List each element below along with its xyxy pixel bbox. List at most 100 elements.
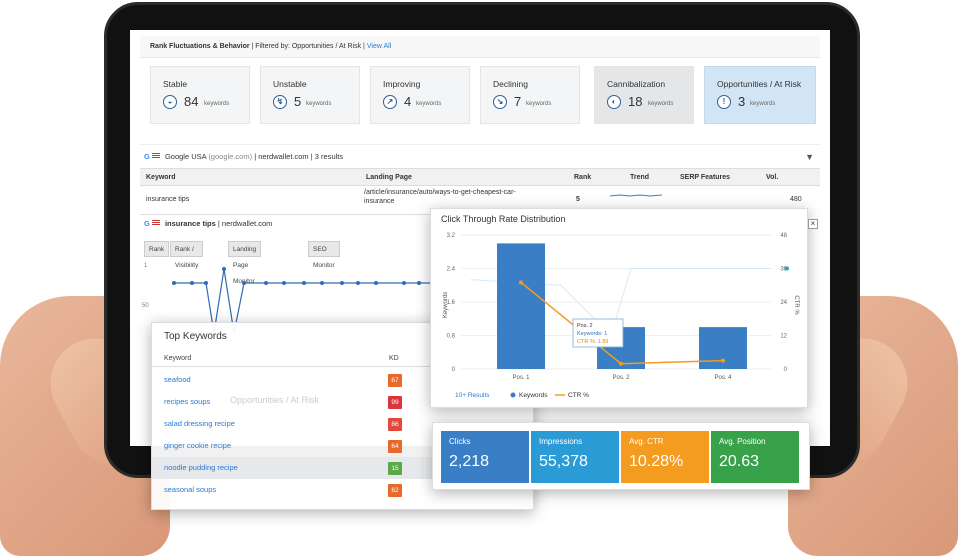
metric-value: 55,378 xyxy=(539,453,588,470)
card-unit: keywords xyxy=(750,101,776,107)
faint-series-point xyxy=(785,266,789,271)
card-stable[interactable]: Stable ◒ 84 keywords xyxy=(150,66,250,124)
list-item[interactable]: seafood 67 xyxy=(152,369,535,391)
tab-rank[interactable]: Rank xyxy=(144,241,170,257)
card-unstable[interactable]: Unstable ↯ 5 keywords xyxy=(260,66,360,124)
kd-badge: 67 xyxy=(388,374,402,387)
metric-label: Impressions xyxy=(539,437,583,446)
y2-axis-label: CTR % xyxy=(793,295,799,315)
card-title: Unstable xyxy=(273,79,307,89)
keyword-link[interactable]: seafood xyxy=(164,375,191,384)
unstable-icon: ↯ xyxy=(273,95,287,109)
card-value: 18 xyxy=(628,94,643,109)
card-value: 84 xyxy=(184,94,199,109)
tooltip-box xyxy=(572,318,624,348)
col-landing-page[interactable]: Landing Page xyxy=(366,174,412,181)
col-kd: KD xyxy=(389,355,399,362)
list-item[interactable]: recipes soups 99 xyxy=(152,391,535,413)
tab-landing-page-monitor[interactable]: Landing Page Monitor xyxy=(228,241,262,285)
metric-value: 2,218 xyxy=(449,453,490,470)
tooltip-title: Pos. 2 xyxy=(577,323,593,329)
card-unit: keywords xyxy=(204,101,230,107)
keyword-link[interactable]: seasonal soups xyxy=(164,485,217,494)
list-item[interactable]: seasonal soups 62 xyxy=(152,479,535,501)
ctr-chart: 3.2 2.4 1.6 0.8 0 48 36 24 12 0 Keywords CTR % Pos. … xyxy=(443,233,799,399)
legend-keywords-label: Keywords xyxy=(519,392,548,399)
us-flag-icon xyxy=(151,153,160,159)
stable-icon: ◒ xyxy=(163,95,177,109)
row-landing-page[interactable]: /article/insurance/auto/ways-to-get-chea… xyxy=(364,189,516,205)
x-tick-label: Pos. 2 xyxy=(612,375,630,381)
ctr-point xyxy=(519,280,523,285)
tab-rank-visibility[interactable]: Rank / Visibility xyxy=(170,241,204,269)
behavior-cards: Stable ◒ 84 keywords Unstable ↯ 5 keywords Impro… xyxy=(150,66,816,126)
list-item[interactable]: ginger cookie recipe 64 xyxy=(152,435,535,457)
col-keyword: Keyword xyxy=(164,355,192,362)
keyword-link[interactable]: salad dressing recipe xyxy=(164,419,235,428)
card-opportunities-at-risk[interactable]: Opportunities / At Risk! 3 keywords xyxy=(704,66,816,124)
warning-icon: ! xyxy=(717,95,731,109)
tab-seo-monitor[interactable]: SEO Monitor xyxy=(308,241,340,269)
list-item[interactable]: salad dressing recipe 86 xyxy=(152,413,535,435)
keyword-link[interactable]: noodle pudding recipe xyxy=(164,463,238,472)
trend-sparkline xyxy=(610,194,662,197)
top-keywords-header: Keyword KD xyxy=(152,351,535,367)
y2-tick-label: 48 xyxy=(780,233,787,239)
ghost-heading: Opportunities / At Risk xyxy=(230,395,320,405)
y-tick-label: 3.2 xyxy=(447,233,456,239)
kd-badge: 86 xyxy=(388,418,402,431)
ctr-distribution-panel: Click Through Rate Distribution 3.2 2.4 1.… xyxy=(430,208,808,408)
ctr-chart-title: Click Through Rate Distribution xyxy=(441,214,566,224)
card-value: 4 xyxy=(404,94,412,109)
col-rank[interactable]: Rank xyxy=(574,174,592,181)
filter-text: | Filtered by: Opportunities / At Risk | xyxy=(251,43,365,50)
row-volume: 480 xyxy=(790,196,802,203)
legend-ctr-label: CTR % xyxy=(568,392,589,399)
y-tick-label: 0.8 xyxy=(447,334,456,340)
y2-tick-label: 24 xyxy=(780,300,787,306)
card-cannibalization[interactable]: Cannibalization ◐ 18 keywords xyxy=(594,66,694,124)
metric-value: 20.63 xyxy=(719,453,760,470)
card-title: Stable xyxy=(163,79,188,89)
row-keyword: insurance tips xyxy=(146,196,190,203)
cannibalization-icon: ◐ xyxy=(607,95,621,109)
improving-icon: ↗ xyxy=(383,95,397,109)
close-icon[interactable]: × xyxy=(808,219,818,229)
table-row[interactable]: insurance tips /article/insurance/auto/w… xyxy=(140,188,820,212)
metric-clicks: Clicks 2,218 xyxy=(441,431,529,483)
y-tick-label: 0 xyxy=(452,367,456,373)
view-all-link[interactable]: View All xyxy=(366,43,392,50)
keyword-link[interactable]: ginger cookie recipe xyxy=(164,441,232,450)
metric-value: 10.28% xyxy=(629,453,684,470)
search-engine-name: Google USA xyxy=(164,152,207,161)
metrics-panel: Clicks 2,218 Impressions 55,378 Avg. CTR 10.2… xyxy=(432,422,810,490)
y-axis-label: Keywords xyxy=(443,292,449,318)
search-engine-domain: (google.com) xyxy=(208,152,253,161)
tooltip-ctr: CTR %: 1.89 xyxy=(577,339,608,345)
col-keyword[interactable]: Keyword xyxy=(146,174,176,181)
ctr-point xyxy=(619,361,623,366)
keyword-link[interactable]: recipes soups xyxy=(164,397,211,406)
col-serp-features[interactable]: SERP Features xyxy=(680,174,731,181)
filter-icon[interactable]: ▼ xyxy=(805,152,814,162)
panel-title: Rank Fluctuations & Behavior xyxy=(150,43,250,50)
kd-badge: 64 xyxy=(388,440,402,453)
card-declining[interactable]: Declining ↘ 7 keywords xyxy=(480,66,580,124)
detail-title: G insurance tips | nerdwallet.com xyxy=(144,219,272,228)
card-value: 3 xyxy=(738,94,746,109)
card-title: Opportunities / At Risk xyxy=(717,79,802,89)
y2-tick-label: 0 xyxy=(784,367,788,373)
results-link[interactable]: 10+ Results xyxy=(455,392,490,399)
detail-keyword: insurance tips xyxy=(164,219,216,228)
card-unit: keywords xyxy=(416,101,442,107)
card-unit: keywords xyxy=(526,101,552,107)
keywords-bar xyxy=(699,327,747,369)
detail-site: | nerdwallet.com xyxy=(217,219,273,228)
card-improving[interactable]: Improving ↗ 4 keywords xyxy=(370,66,470,124)
legend-keywords-marker xyxy=(510,392,516,398)
y-tick-label: 2.4 xyxy=(447,267,456,273)
col-volume[interactable]: Vol. xyxy=(766,174,779,181)
metric-avg-ctr: Avg. CTR 10.28% xyxy=(621,431,709,483)
card-title: Cannibalization xyxy=(607,79,666,89)
card-title: Improving xyxy=(383,79,421,89)
